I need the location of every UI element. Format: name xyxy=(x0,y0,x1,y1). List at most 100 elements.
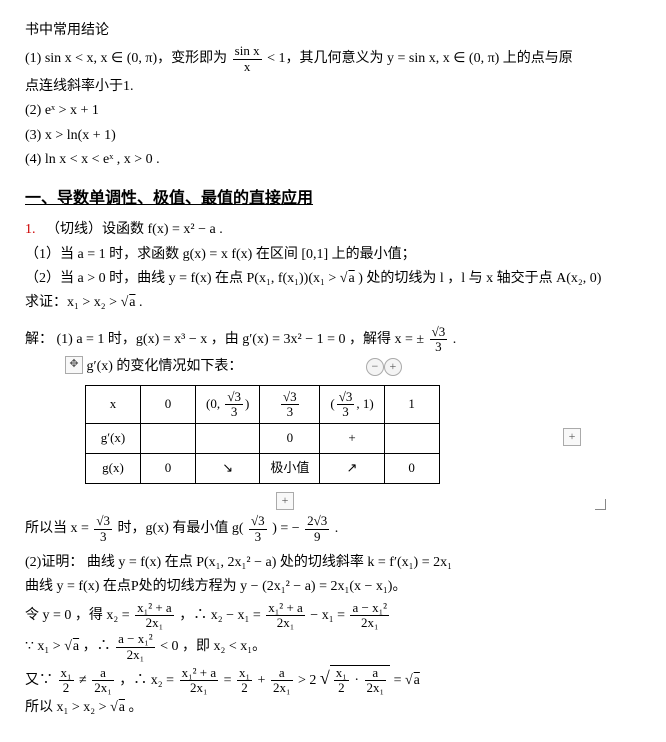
text: 曲线 y = f(x) 在点 P(x₁, 2x₁² − a) 处的切线斜率 k … xyxy=(87,555,452,570)
cell xyxy=(196,424,260,454)
cell: ↘ xyxy=(196,454,260,484)
dot: · xyxy=(354,673,359,688)
text: （2）当 a > 0 时，曲线 y = f(x) 在点 P(x₁, f(x₁))… xyxy=(25,271,336,286)
cell: 极小值 xyxy=(260,454,320,484)
cell: 0 xyxy=(260,424,320,454)
cell: ↗ xyxy=(320,454,384,484)
numerator: a − x₁² xyxy=(350,601,389,616)
cell: √33 xyxy=(260,385,320,424)
table-wrapper: ✥ g′(x) 的变化情况如下表： −+ x 0 (0, √33) √33 (√… xyxy=(25,356,641,512)
sqrt-a: a xyxy=(72,639,79,654)
fraction: x₁² + a 2x₁ xyxy=(266,601,305,631)
inequality-2: (2) eˣ > x + 1 xyxy=(25,100,641,122)
denominator: 2 xyxy=(237,681,252,695)
text: ，∴ xyxy=(83,639,111,654)
denominator: 2x₁ xyxy=(180,681,219,695)
fraction: 2√3 9 xyxy=(305,514,329,544)
cell xyxy=(141,424,196,454)
denominator: 2x₁ xyxy=(92,681,114,695)
text: ) 处的切线为 l ，l 与 x 轴交于点 A(x₂, 0) xyxy=(358,271,601,286)
text: . xyxy=(335,521,339,536)
numerator: a − x₁² xyxy=(116,632,155,647)
text: 令 y = 0 ，得 x₂ = xyxy=(25,608,130,623)
denominator: 2x₁ xyxy=(266,616,305,630)
text: ) = − xyxy=(272,521,299,536)
resize-corner-icon[interactable] xyxy=(595,499,606,510)
cell: g(x) xyxy=(86,454,141,484)
move-handle-icon[interactable]: ✥ xyxy=(65,356,83,374)
denominator: 2x₁ xyxy=(116,648,155,662)
text: = xyxy=(394,673,405,688)
solution-label: 解： xyxy=(25,332,53,347)
solution-line: 解： (1) a = 1 时，g(x) = x³ − x ，由 g′(x) = … xyxy=(25,325,641,355)
numerator: x₁² + a xyxy=(266,601,305,616)
section-heading: 一、导数单调性、极值、最值的直接应用 xyxy=(25,186,641,212)
proof-label: (2)证明： xyxy=(25,555,83,570)
fraction: √3 3 xyxy=(249,514,267,544)
cell: x xyxy=(86,385,141,424)
fraction: √3 3 xyxy=(94,514,112,544)
numerator: a xyxy=(271,666,293,681)
text: ，∴ x₂ = xyxy=(119,673,174,688)
collapse-icon[interactable]: − xyxy=(366,358,384,376)
text: − x₁ = xyxy=(310,608,345,623)
numerator: x₁² + a xyxy=(180,666,219,681)
denominator: 2x₁ xyxy=(365,681,387,695)
fraction: x₁ 2 xyxy=(334,666,349,696)
numerator: √3 xyxy=(94,514,112,529)
fraction: a 2x₁ xyxy=(271,666,293,696)
numerator: sin x xyxy=(233,44,262,59)
sqrt-a: a xyxy=(347,271,354,286)
table-row: x 0 (0, √33) √33 (√33, 1) 1 xyxy=(86,385,440,424)
table-row: g(x) 0 ↘ 极小值 ↗ 0 xyxy=(86,454,440,484)
solution-result: 所以当 x = √3 3 时，g(x) 有最小值 g( √3 3 ) = − 2… xyxy=(25,514,641,544)
denominator: 2x₁ xyxy=(350,616,389,630)
fraction: a − x₁² 2x₁ xyxy=(350,601,389,631)
add-row-icon[interactable]: + xyxy=(276,492,294,510)
numerator: a xyxy=(365,666,387,681)
numerator: √3 xyxy=(249,514,267,529)
page-title: 书中常用结论 xyxy=(25,20,641,42)
text: 所以当 x = xyxy=(25,521,89,536)
denominator: 3 xyxy=(94,530,112,544)
table-caption: g′(x) 的变化情况如下表： xyxy=(87,359,243,374)
cell: (0, √33) xyxy=(196,385,260,424)
text: < 0 ，即 x₂ < x₁。 xyxy=(160,639,266,654)
problem-1: 1. （切线）设函数 f(x) = x² − a . xyxy=(25,219,641,241)
table-row: g′(x) 0 + xyxy=(86,424,440,454)
text: 求证：x₁ > x₂ > xyxy=(25,295,117,310)
cell: (√33, 1) xyxy=(320,385,384,424)
expand-icon[interactable]: + xyxy=(384,358,402,376)
fraction: a − x₁² 2x₁ xyxy=(116,632,155,662)
text: > 2 xyxy=(298,673,316,688)
problem-1-part2: （2）当 a > 0 时，曲线 y = f(x) 在点 P(x₁, f(x₁))… xyxy=(25,268,641,290)
cell: 0 xyxy=(384,454,439,484)
denominator: 3 xyxy=(249,530,267,544)
sqrt-a: a xyxy=(413,673,420,688)
fraction: a 2x₁ xyxy=(365,666,387,696)
proof-line-2: 曲线 y = f(x) 在点P处的切线方程为 y − (2x₁² − a) = … xyxy=(25,576,641,598)
numerator: x₁ xyxy=(59,666,74,681)
text: = xyxy=(224,673,232,688)
numerator: x₁ xyxy=(334,666,349,681)
text: ≠ xyxy=(79,673,87,688)
denominator: 2 xyxy=(334,681,349,695)
denominator: x xyxy=(233,60,262,74)
text: 所以 x₁ > x₂ > xyxy=(25,700,107,715)
proof-line-5: 又∵ x₁ 2 ≠ a 2x₁ ，∴ x₂ = x₁² + a 2x₁ = x₁… xyxy=(25,664,641,696)
problem-1-prove: 求证：x₁ > x₂ > √a . xyxy=(25,292,641,314)
text: + xyxy=(258,673,266,688)
sqrt-a: a xyxy=(128,295,135,310)
fraction: x₁ 2 xyxy=(59,666,74,696)
variation-table: x 0 (0, √33) √33 (√33, 1) 1 g′(x) 0 + g(… xyxy=(85,385,440,484)
fraction: x₁ 2 xyxy=(237,666,252,696)
proof-line-1: (2)证明： 曲线 y = f(x) 在点 P(x₁, 2x₁² − a) 处的… xyxy=(25,552,641,574)
cell xyxy=(384,424,439,454)
add-col-icon[interactable]: + xyxy=(563,428,581,446)
numerator: √3 xyxy=(430,325,448,340)
denominator: 9 xyxy=(305,530,329,544)
denominator: 3 xyxy=(430,340,448,354)
text: . xyxy=(139,295,143,310)
fraction: x₁² + a 2x₁ xyxy=(135,601,174,631)
problem-1-part1: （1）当 a = 1 时，求函数 g(x) = x f(x) 在区间 [0,1]… xyxy=(25,244,641,266)
